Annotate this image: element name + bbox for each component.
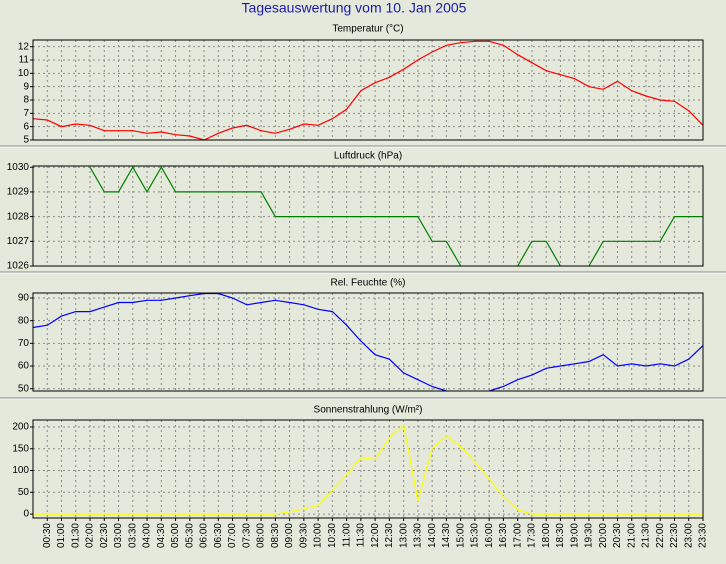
y-tick-label: 70 xyxy=(18,338,30,349)
x-tick-label: 11:00 xyxy=(341,523,352,548)
y-tick-label: 1027 xyxy=(7,236,30,247)
y-tick-label: 80 xyxy=(18,315,30,326)
x-tick-label: 11:30 xyxy=(356,523,367,548)
y-tick-label: 100 xyxy=(12,465,29,476)
x-tick-label: 14:00 xyxy=(427,523,438,548)
x-tick-label: 12:00 xyxy=(370,523,381,548)
x-tick-label: 02:30 xyxy=(99,523,110,548)
data-line xyxy=(33,423,703,515)
data-line xyxy=(32,40,704,141)
x-tick-label: 03:00 xyxy=(113,523,124,548)
y-tick-label: 150 xyxy=(12,443,29,454)
x-tick-label: 21:00 xyxy=(626,523,637,548)
x-tick-label: 08:00 xyxy=(256,523,267,548)
y-tick-label: 1030 xyxy=(7,162,30,173)
x-tick-label: 18:00 xyxy=(541,523,552,548)
plot-frame xyxy=(32,165,704,267)
x-tick-label: 20:30 xyxy=(612,523,623,548)
data-line xyxy=(32,292,704,392)
plot-frame xyxy=(32,419,704,519)
y-tick-label: 6 xyxy=(23,121,29,132)
y-tick-label: 1026 xyxy=(7,261,30,272)
y-tick-label: 1029 xyxy=(7,187,30,198)
x-tick-label: 08:30 xyxy=(270,523,281,548)
y-tick-label: 8 xyxy=(23,95,29,106)
x-tick-label: 16:30 xyxy=(498,523,509,548)
x-tick-label: 15:30 xyxy=(470,523,481,548)
x-tick-label: 18:30 xyxy=(555,523,566,548)
chart-title: Temperatur (°C) xyxy=(332,24,403,35)
x-tick-label: 06:30 xyxy=(213,523,224,548)
x-tick-label: 05:00 xyxy=(170,523,181,548)
x-tick-label: 04:00 xyxy=(142,523,153,548)
x-tick-label: 17:30 xyxy=(527,523,538,548)
y-tick-label: 9 xyxy=(23,81,29,92)
x-tick-label: 07:30 xyxy=(241,523,252,548)
y-tick-label: 11 xyxy=(19,55,30,66)
plot-frame xyxy=(32,292,704,392)
x-tick-label: 01:30 xyxy=(70,523,81,548)
x-tick-label: 19:00 xyxy=(569,523,580,548)
x-tick-label: 17:00 xyxy=(512,523,523,548)
x-tick-label: 23:00 xyxy=(683,523,694,548)
y-tick-label: 90 xyxy=(18,293,30,304)
chart-title: Rel. Feuchte (%) xyxy=(330,278,405,289)
x-tick-label: 12:30 xyxy=(384,523,395,548)
x-tick-label: 15:00 xyxy=(455,523,466,548)
x-tick-label: 10:00 xyxy=(313,523,324,548)
x-tick-label: 20:00 xyxy=(598,523,609,548)
x-tick-label: 03:30 xyxy=(127,523,138,548)
y-tick-label: 50 xyxy=(18,383,30,394)
x-tick-label: 10:30 xyxy=(327,523,338,548)
y-tick-label: 7 xyxy=(23,108,29,119)
page-title: Tagesauswertung vom 10. Jan 2005 xyxy=(242,0,467,16)
data-line xyxy=(89,165,703,267)
chart-title: Luftdruck (hPa) xyxy=(334,151,402,162)
x-tick-label: 21:30 xyxy=(641,523,652,548)
x-tick-label: 09:30 xyxy=(298,523,309,548)
x-tick-label: 02:00 xyxy=(85,523,96,548)
x-tick-label: 06:00 xyxy=(199,523,210,548)
x-tick-label: 01:00 xyxy=(56,523,67,548)
x-tick-label: 22:00 xyxy=(655,523,666,548)
y-tick-label: 0 xyxy=(23,509,29,520)
chart-title: Sonnenstrahlung (W/m²) xyxy=(314,405,423,416)
x-tick-label: 19:30 xyxy=(584,523,595,548)
y-tick-label: 200 xyxy=(12,422,29,433)
x-tick-label: 00:30 xyxy=(42,523,53,548)
x-tick-label: 05:30 xyxy=(184,523,195,548)
x-tick-label: 23:30 xyxy=(698,523,709,548)
y-tick-label: 12 xyxy=(18,41,30,52)
y-tick-label: 60 xyxy=(18,361,30,372)
y-tick-label: 50 xyxy=(18,487,30,498)
x-tick-label: 13:00 xyxy=(398,523,409,548)
y-tick-label: 10 xyxy=(18,68,30,79)
x-tick-label: 16:00 xyxy=(484,523,495,548)
x-tick-label: 07:00 xyxy=(227,523,238,548)
x-tick-label: 04:30 xyxy=(156,523,167,548)
x-tick-label: 13:30 xyxy=(413,523,424,548)
x-tick-label: 14:30 xyxy=(441,523,452,548)
plot-frame xyxy=(32,39,704,141)
y-tick-label: 5 xyxy=(23,135,29,146)
y-tick-label: 1028 xyxy=(7,211,30,222)
x-tick-label: 09:00 xyxy=(284,523,295,548)
x-tick-label: 22:30 xyxy=(669,523,680,548)
